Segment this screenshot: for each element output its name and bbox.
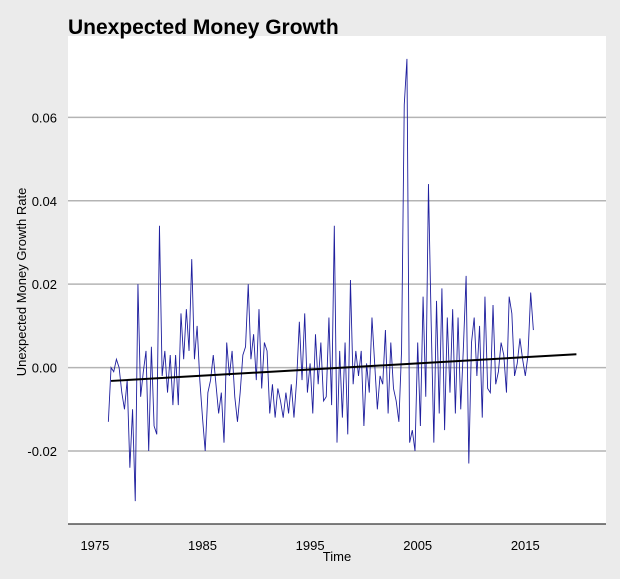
x-tick-label: 2005 <box>403 538 432 553</box>
y-tick-labels: -0.02 0.00 0.02 0.04 0.06 <box>27 110 57 459</box>
y-tick-label: 0.06 <box>32 110 57 125</box>
y-tick-label: -0.02 <box>27 444 57 459</box>
y-tick-label: 0.00 <box>32 361 57 376</box>
x-tick-label: 2015 <box>511 538 540 553</box>
series-line <box>107 58 534 502</box>
x-tick-label: 1985 <box>188 538 217 553</box>
x-tick-label: 1995 <box>296 538 325 553</box>
chart-title: Unexpected Money Growth <box>68 16 339 39</box>
y-tick-label: 0.02 <box>32 277 57 292</box>
x-axis-label: Time <box>323 549 351 564</box>
x-tick-labels: 1975 1985 1995 2005 2015 <box>80 538 539 553</box>
x-tick-label: 1975 <box>80 538 109 553</box>
y-axis-label: Unexpected Money Growth Rate <box>14 188 29 377</box>
trend-line <box>110 353 577 382</box>
y-tick-label: 0.04 <box>32 194 57 209</box>
